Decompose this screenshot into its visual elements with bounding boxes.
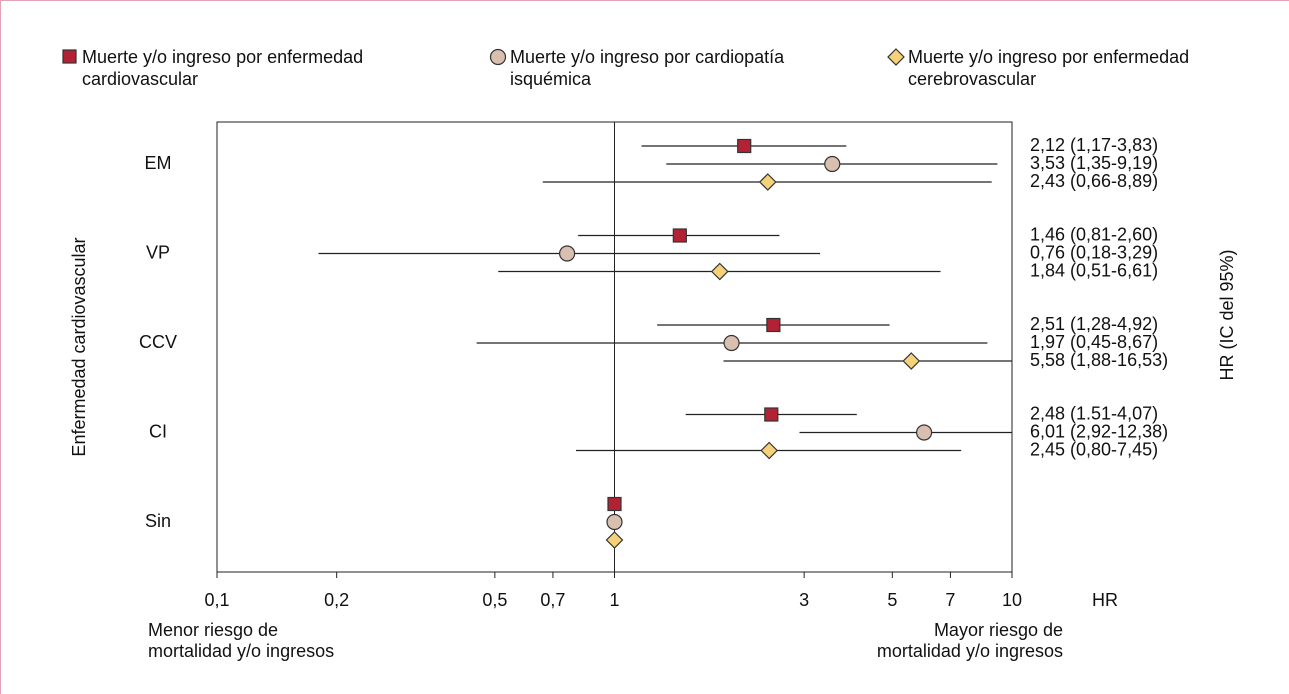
- x-tick-label: 0,2: [324, 590, 349, 610]
- legend-swatch: [887, 48, 905, 66]
- value-label: 2,12 (1,17-3,83): [1030, 135, 1158, 155]
- value-label: 2,51 (1,28-4,92): [1030, 314, 1158, 334]
- marker-square: [737, 138, 752, 154]
- x-tick-label: 0,1: [204, 590, 229, 610]
- marker-square: [672, 228, 687, 243]
- x-tick-label: 0,7: [540, 590, 565, 610]
- value-label: 3,53 (1,35-9,19): [1030, 153, 1158, 173]
- marker-diamond: [760, 441, 779, 460]
- x-tick-label: 7: [945, 590, 955, 610]
- note-line: mortalidad y/o ingresos: [876, 641, 1063, 661]
- value-label: 0,76 (0,18-3,29): [1030, 242, 1158, 262]
- value-label: 5,58 (1,88-16,53): [1030, 350, 1168, 370]
- legend-swatch: [489, 48, 507, 66]
- marker-square: [766, 317, 781, 333]
- value-label: 2,48 (1.51-4,07): [1030, 403, 1158, 423]
- value-label: 1,84 (0,51-6,61): [1030, 260, 1158, 280]
- x-tick-label: 3: [799, 590, 809, 610]
- value-label: 6,01 (2,92-12,38): [1030, 421, 1168, 441]
- marker-circle: [559, 245, 576, 262]
- legend-item: Muerte y/o ingreso por cardiopatía isqué…: [488, 46, 808, 90]
- marker-circle: [606, 513, 623, 531]
- x-tick-label: 1: [609, 590, 619, 610]
- right-note: Mayor riesgo de mortalidad y/o ingresos: [877, 620, 1063, 662]
- value-label: 1,46 (0,81-2,60): [1030, 224, 1158, 244]
- y-tick-label: VP: [146, 242, 170, 262]
- x-tick-label: 10: [1002, 590, 1022, 610]
- legend-marker: [489, 48, 507, 66]
- marker-diamond: [902, 352, 921, 370]
- marker-diamond: [605, 531, 624, 549]
- legend-item: Muerte y/o ingreso por enfermedad cerebr…: [886, 46, 1206, 90]
- legend-swatch: [62, 49, 77, 64]
- value-label: 1,97 (0,45-8,67): [1030, 332, 1158, 352]
- x-axis-label: HR: [1092, 590, 1118, 610]
- legend-label: Muerte y/o ingreso por enfermedad cardio…: [82, 47, 364, 89]
- y-tick-label: EM: [145, 153, 172, 173]
- legend-item: Muerte y/o ingreso por enfermedad cardio…: [60, 46, 380, 90]
- x-tick-label: 0,5: [482, 590, 507, 610]
- note-line: Mayor riesgo de: [933, 620, 1063, 640]
- marker-diamond: [710, 262, 729, 281]
- note-line: mortalidad y/o ingresos: [148, 641, 335, 661]
- marker-square: [607, 496, 622, 512]
- plot-content: [318, 145, 1012, 452]
- y2-axis-label: HR (IC del 95%): [1217, 249, 1237, 380]
- note-line: Menor riesgo de: [148, 620, 279, 640]
- left-note: Menor riesgo de mortalidad y/o ingresos: [148, 620, 334, 662]
- legend-label: Muerte y/o ingreso por enfermedad cerebr…: [908, 47, 1190, 89]
- legend-marker: [887, 48, 905, 66]
- legend-label: Muerte y/o ingreso por cardiopatía isqué…: [510, 47, 785, 89]
- value-label: 2,45 (0,80-7,45): [1030, 439, 1158, 459]
- value-label: 2,43 (0,66-8,89): [1030, 171, 1158, 191]
- y-tick-label: CCV: [139, 332, 177, 352]
- marker-circle: [723, 334, 740, 352]
- y-tick-label: Sin: [145, 511, 171, 531]
- marker-diamond: [758, 173, 777, 191]
- marker-circle: [824, 155, 841, 173]
- legend-marker: [62, 49, 77, 64]
- y-tick-label: CI: [149, 421, 167, 441]
- x-tick-label: 5: [887, 590, 897, 610]
- y-axis-label: Enfermedad cardiovascular: [69, 237, 89, 456]
- marker-circle: [916, 424, 933, 441]
- marker-square: [764, 407, 779, 422]
